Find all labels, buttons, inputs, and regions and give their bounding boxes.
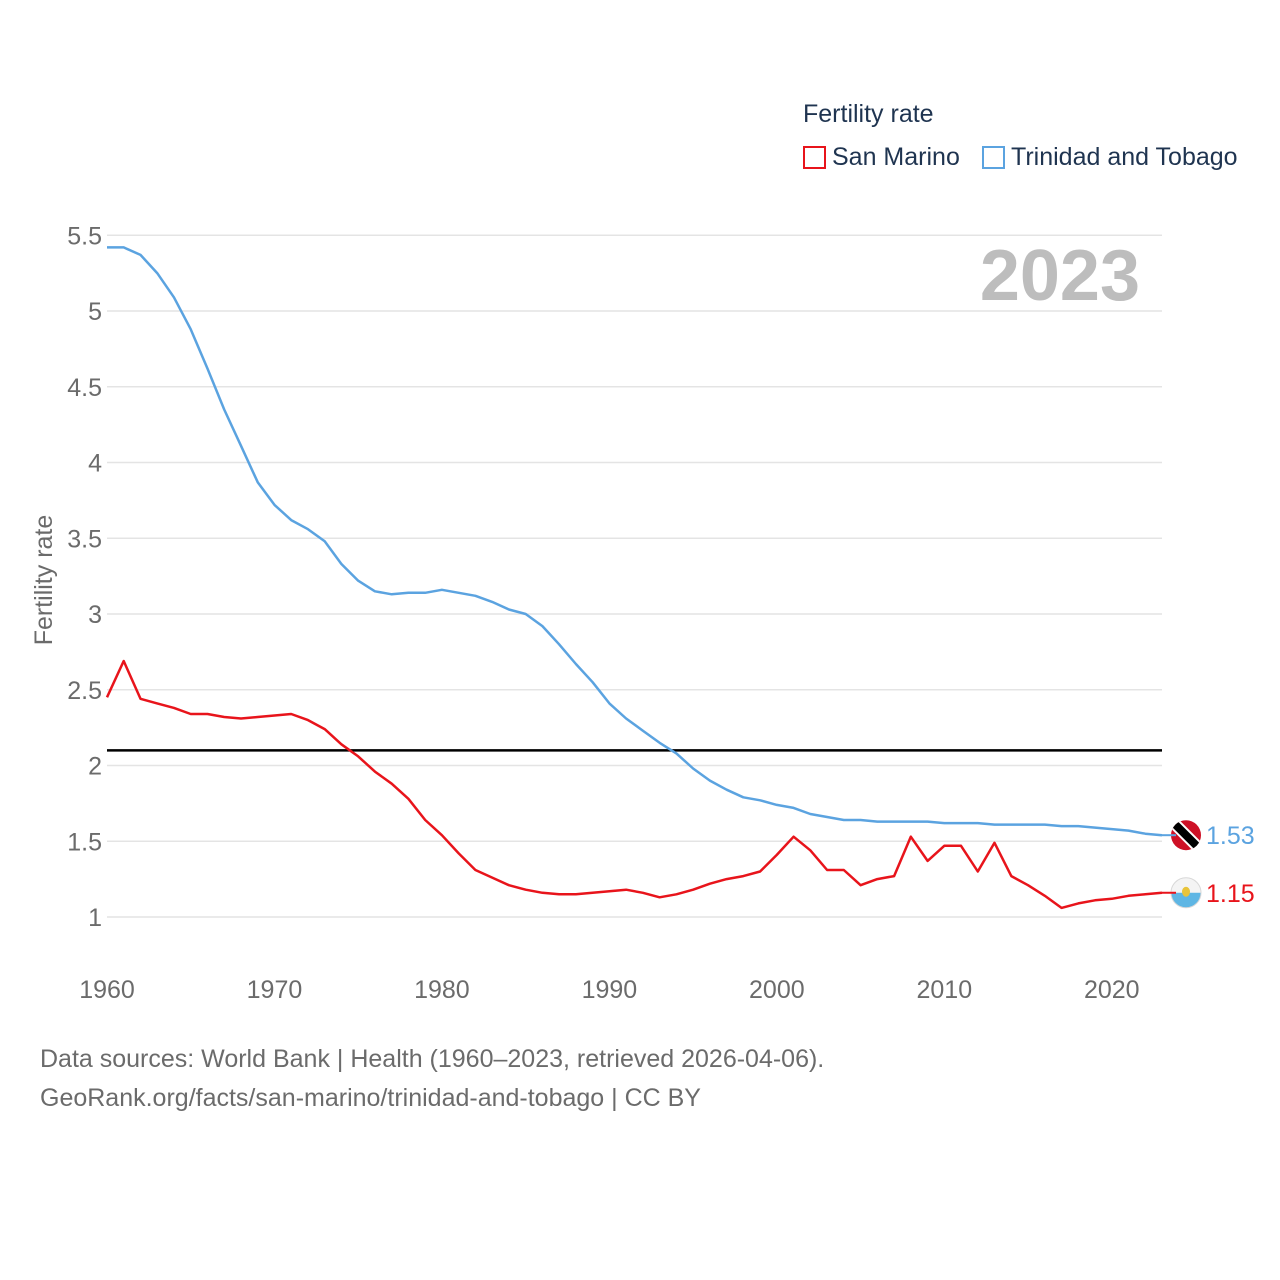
year-watermark: 2023 [980,236,1140,316]
gridlines [107,234,1162,918]
y-tick-label: 3.5 [67,525,102,553]
legend-title: Fertility rate [803,100,934,128]
source-line-2: GeoRank.org/facts/san-marino/trinidad-an… [40,1084,701,1112]
legend-item-trinidad-and-tobago[interactable]: Trinidad and Tobago [982,143,1238,171]
flag-san-marino-icon [1170,877,1202,909]
legend-swatch-san-marino [803,145,826,169]
series-line-san-marino [105,659,1163,910]
end-label-san-marino: 1.15 [1206,880,1255,908]
y-tick-label: 5.5 [67,222,102,250]
source-line-1: Data sources: World Bank | Health (1960–… [40,1045,825,1073]
y-tick-label: 2.5 [67,677,102,705]
y-axis-label: Fertility rate [30,515,58,646]
y-tick-label: 4 [88,450,102,478]
series-line-trinidad-and-tobago [107,246,1163,837]
x-tick-label: 1980 [414,976,470,1004]
end-labels: 1.15 1.53 [1162,822,1255,908]
x-tick-label: 2000 [749,976,805,1004]
flag-trinidad-and-tobago-icon [1171,820,1201,851]
x-tick-label: 2020 [1084,976,1140,1004]
legend-item-san-marino[interactable]: San Marino [803,143,960,171]
legend-swatch-trinidad-and-tobago [982,145,1005,169]
x-tick-label: 2010 [916,976,972,1004]
flag-markers [1170,820,1202,909]
x-axis-ticks: 1960 1970 1980 1990 2000 2010 2020 [79,976,1139,1004]
legend-label-san-marino: San Marino [832,142,960,171]
y-tick-label: 1.5 [67,828,102,856]
series-lines [105,246,1163,910]
end-label-trinidad-and-tobago: 1.53 [1206,822,1255,850]
y-tick-label: 2 [88,753,102,781]
x-tick-label: 1970 [247,976,303,1004]
y-tick-label: 5 [88,298,102,326]
legend-label-trinidad-and-tobago: Trinidad and Tobago [1011,142,1238,171]
x-tick-label: 1960 [79,976,135,1004]
y-tick-label: 1 [88,904,102,932]
y-tick-label: 3 [88,601,102,629]
y-tick-label: 4.5 [67,374,102,402]
y-axis-ticks: 1 1.5 2 2.5 3 3.5 4 4.5 5 5.5 [67,222,102,932]
x-tick-label: 1990 [582,976,638,1004]
